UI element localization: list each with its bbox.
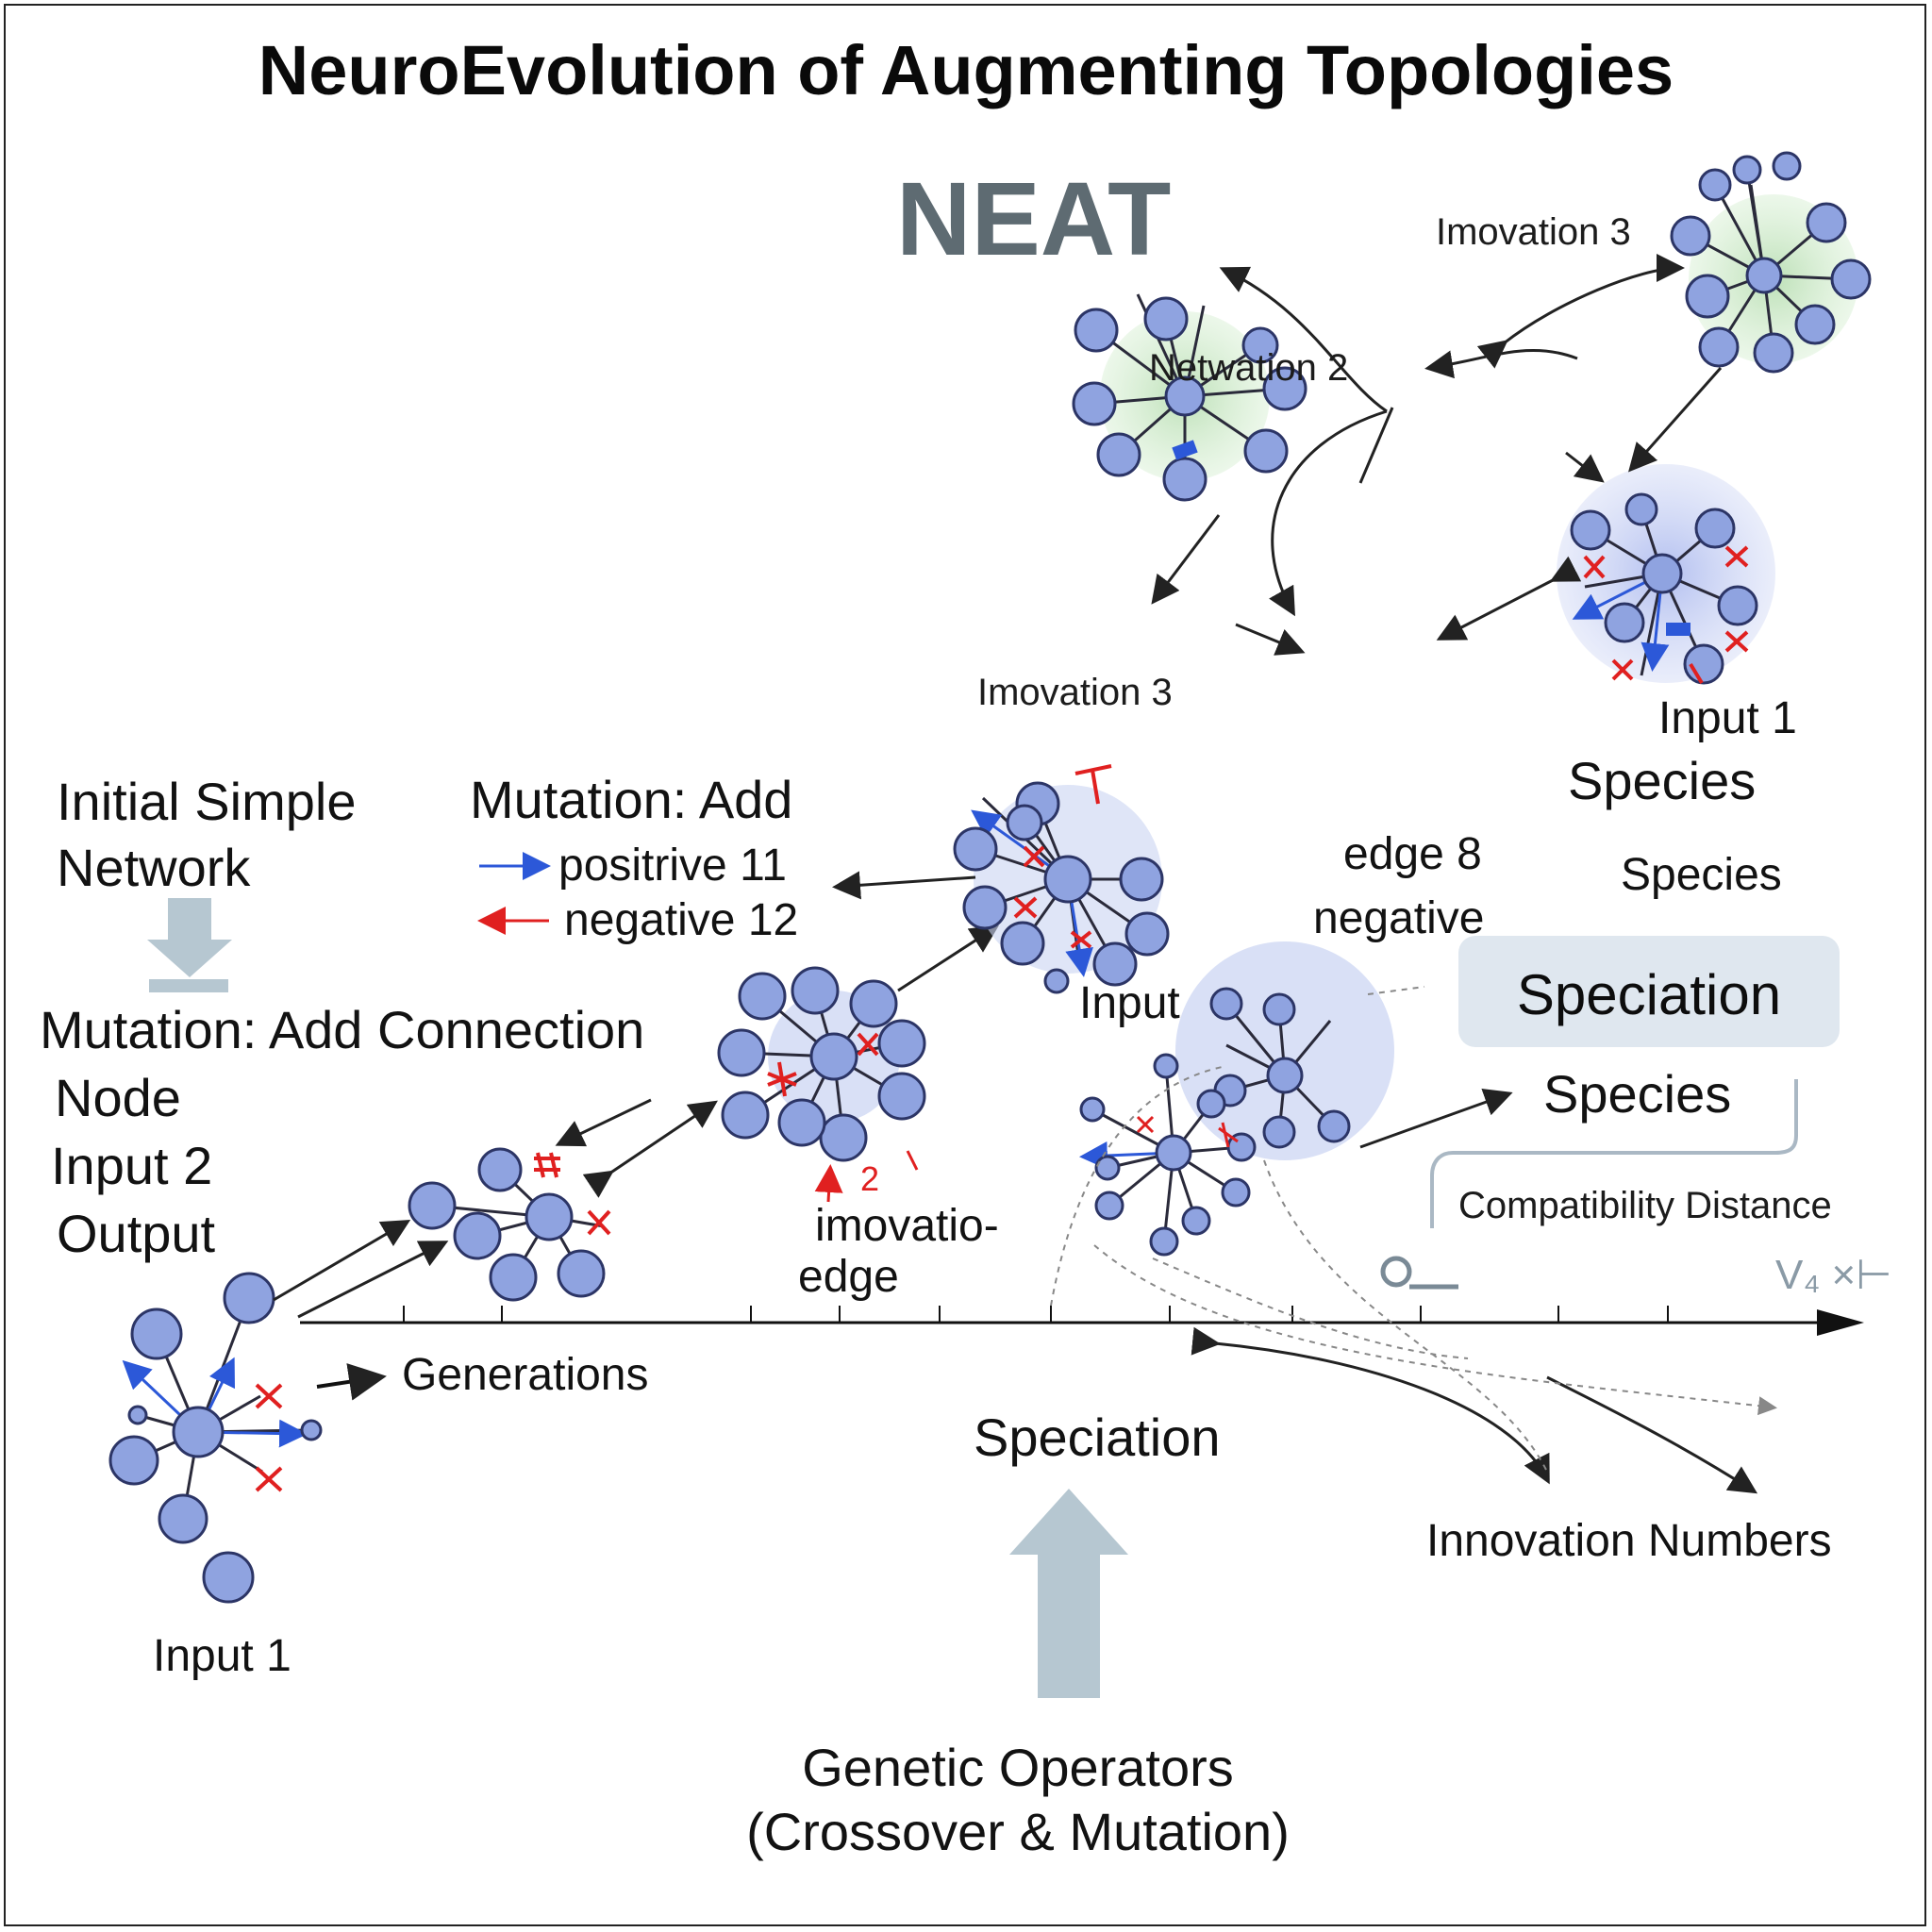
label-initial-simple: Initial Simple [57,772,357,831]
speciation-callout: Speciation [1458,936,1840,1047]
generations-axis [300,1306,1864,1336]
label-compatibility-distance: Compatibility Distance [1458,1185,1832,1226]
edge-arrow [273,1219,411,1302]
label-negative-mid: negative [1313,893,1485,943]
key-icon [1380,1256,1458,1290]
edge-arrow [297,1241,449,1319]
up-arrow-icon [1009,1489,1128,1698]
network-imovation-3 [1670,151,1872,374]
label-input-mid: Input [1079,978,1180,1028]
edge-arrow [555,1098,652,1147]
network-speciation [1175,941,1394,1160]
label-input-2: Input 2 [51,1136,213,1195]
diagram-frame [4,4,1926,1926]
edge-arrow [897,924,1000,992]
label-netwation-2: Netwation 2 [1149,347,1349,389]
label-node: Node [55,1068,181,1127]
label-species-3: Species [1543,1064,1732,1124]
network-gen4 [953,764,1170,994]
label-network: Network [57,838,251,897]
label-input-1-right: Input 1 [1658,693,1797,743]
label-crossover-mutation: (Crossover & Mutation) [746,1802,1290,1861]
page-subtitle: NEAT [896,161,1172,277]
label-output: Output [57,1204,216,1263]
down-arrow-icon [147,898,232,992]
label-mark-2: 2 [860,1159,880,1198]
label-edge: edge [798,1252,899,1302]
label-imovatio: imovatio- [815,1201,999,1251]
network-netwation-2 [1072,293,1307,502]
label-innovation-numbers: Innovation Numbers [1426,1516,1832,1566]
label-generations: Generations [402,1350,649,1400]
network-lower-middle [1079,1053,1257,1257]
label-positive: positrive 11 [558,841,787,891]
label-imovation-3-mid: Imovation 3 [977,672,1173,713]
network-initial [108,1272,323,1604]
label-species-2: Species [1621,850,1782,900]
label-mutation-add: Mutation: Add [470,770,793,829]
page-title: NeuroEvolution of Augmenting Topologies [258,31,1674,109]
label-axis-end: V₄ ×⊢ [1775,1252,1892,1298]
label-input-1-bottom: Input 1 [153,1631,291,1681]
label-edge-8: edge 8 [1343,829,1482,879]
edge-arrow [582,1100,718,1198]
network-gen2 [408,1147,611,1302]
label-imovation-3-top: Imovation 3 [1436,211,1631,253]
speciation-callout-label: Speciation [1516,963,1782,1026]
label-mutation-add-connection: Mutation: Add Connection [40,1000,645,1059]
generations-arrow [316,1363,387,1401]
network-input-1-species [1557,464,1775,685]
network-gen3 [717,966,926,1203]
label-genetic-operators: Genetic Operators [802,1738,1234,1797]
label-species-1: Species [1568,751,1757,810]
compatibility-bracket [1430,1079,1798,1228]
evolution-arrows [832,254,1758,1494]
label-speciation-bottom: Speciation [974,1407,1221,1467]
label-negative: negative 12 [564,895,799,945]
dashed-connections [1050,986,1777,1473]
